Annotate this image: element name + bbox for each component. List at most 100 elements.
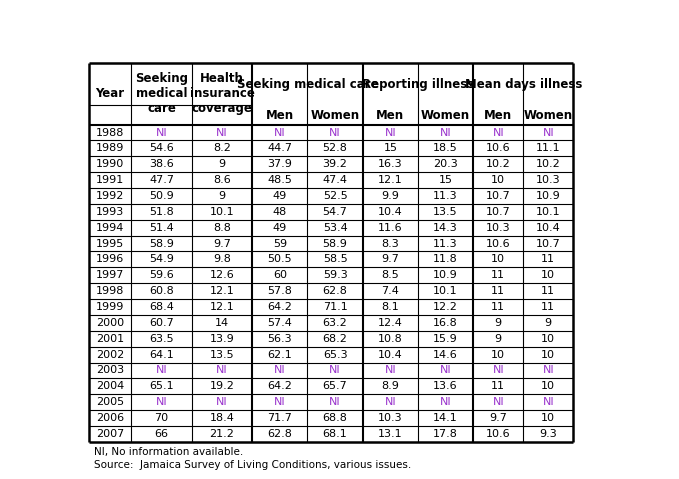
Text: 2001: 2001: [96, 334, 124, 344]
Text: 2005: 2005: [96, 397, 124, 407]
Text: 10.3: 10.3: [378, 413, 403, 423]
Text: Health
insurance
coverage: Health insurance coverage: [189, 72, 255, 115]
Text: Source:  Jamaica Survey of Living Conditions, various issues.: Source: Jamaica Survey of Living Conditi…: [94, 460, 411, 470]
Text: NI: NI: [216, 365, 227, 376]
Text: 11: 11: [491, 286, 505, 296]
Text: 15.9: 15.9: [433, 334, 458, 344]
Text: 13.5: 13.5: [433, 207, 458, 217]
Text: NI: NI: [384, 365, 396, 376]
Text: 49: 49: [273, 223, 287, 233]
Text: 13.9: 13.9: [210, 334, 234, 344]
Text: 11: 11: [541, 302, 555, 312]
Text: 10: 10: [491, 175, 505, 185]
Text: 54.6: 54.6: [149, 143, 174, 153]
Text: 65.7: 65.7: [323, 381, 348, 391]
Text: NI: NI: [274, 365, 286, 376]
Text: 53.4: 53.4: [323, 223, 348, 233]
Text: NI: NI: [440, 397, 452, 407]
Text: 8.3: 8.3: [382, 239, 399, 249]
Text: 11: 11: [491, 381, 505, 391]
Text: 11: 11: [491, 302, 505, 312]
Text: 60: 60: [273, 270, 287, 280]
Text: NI: NI: [543, 365, 554, 376]
Text: 1990: 1990: [96, 159, 124, 169]
Text: 2000: 2000: [96, 318, 124, 328]
Text: 10.4: 10.4: [536, 223, 561, 233]
Text: 11.3: 11.3: [433, 239, 458, 249]
Text: NI: NI: [440, 127, 452, 137]
Text: 14.6: 14.6: [433, 350, 458, 360]
Text: 18.4: 18.4: [210, 413, 234, 423]
Text: 9.7: 9.7: [213, 239, 231, 249]
Text: 51.4: 51.4: [149, 223, 174, 233]
Text: 10.1: 10.1: [433, 286, 458, 296]
Text: 11.6: 11.6: [378, 223, 403, 233]
Text: 10: 10: [541, 270, 555, 280]
Text: 16.3: 16.3: [378, 159, 403, 169]
Text: 9.8: 9.8: [213, 254, 231, 264]
Text: Seeking medical care: Seeking medical care: [237, 78, 378, 91]
Text: NI: NI: [543, 127, 554, 137]
Text: 8.9: 8.9: [382, 381, 399, 391]
Text: Men: Men: [376, 109, 405, 122]
Text: 14.3: 14.3: [433, 223, 458, 233]
Text: 13.1: 13.1: [378, 429, 403, 439]
Text: NI: NI: [329, 365, 341, 376]
Text: 65.3: 65.3: [323, 350, 348, 360]
Text: 2002: 2002: [96, 350, 124, 360]
Text: NI: NI: [155, 397, 167, 407]
Text: 38.6: 38.6: [149, 159, 174, 169]
Text: 12.6: 12.6: [210, 270, 234, 280]
Text: 1989: 1989: [96, 143, 124, 153]
Text: 1996: 1996: [96, 254, 124, 264]
Text: NI: NI: [384, 127, 396, 137]
Text: 11: 11: [541, 254, 555, 264]
Text: 1998: 1998: [96, 286, 124, 296]
Text: 37.9: 37.9: [268, 159, 292, 169]
Text: Reporting illness: Reporting illness: [362, 78, 474, 91]
Text: 9: 9: [219, 191, 225, 201]
Text: 10.6: 10.6: [486, 429, 511, 439]
Text: 11: 11: [491, 270, 505, 280]
Text: 10: 10: [541, 381, 555, 391]
Text: 68.4: 68.4: [149, 302, 174, 312]
Text: 10.3: 10.3: [536, 175, 561, 185]
Text: 59.3: 59.3: [323, 270, 348, 280]
Text: 12.2: 12.2: [433, 302, 458, 312]
Text: NI: NI: [384, 397, 396, 407]
Text: 62.8: 62.8: [268, 429, 292, 439]
Text: 9: 9: [495, 318, 502, 328]
Text: 58.9: 58.9: [323, 239, 348, 249]
Text: 63.2: 63.2: [323, 318, 348, 328]
Text: 52.8: 52.8: [323, 143, 348, 153]
Text: 64.2: 64.2: [268, 381, 292, 391]
Text: 9.7: 9.7: [382, 254, 399, 264]
Text: 66: 66: [154, 429, 168, 439]
Text: 10: 10: [491, 350, 505, 360]
Text: NI: NI: [155, 365, 167, 376]
Text: 71.7: 71.7: [268, 413, 292, 423]
Text: 10.8: 10.8: [378, 334, 403, 344]
Text: NI: NI: [492, 127, 504, 137]
Text: 48.5: 48.5: [268, 175, 292, 185]
Text: NI: NI: [155, 127, 167, 137]
Text: 57.8: 57.8: [268, 286, 292, 296]
Text: 71.1: 71.1: [323, 302, 348, 312]
Text: 50.5: 50.5: [268, 254, 292, 264]
Text: 10.2: 10.2: [486, 159, 511, 169]
Text: 1997: 1997: [96, 270, 124, 280]
Text: 1991: 1991: [96, 175, 124, 185]
Text: Women: Women: [310, 109, 360, 122]
Text: Women: Women: [421, 109, 470, 122]
Text: 52.5: 52.5: [323, 191, 348, 201]
Text: 11.8: 11.8: [433, 254, 458, 264]
Text: 10: 10: [541, 334, 555, 344]
Text: 10.9: 10.9: [433, 270, 458, 280]
Text: Seeking
medical
care: Seeking medical care: [135, 72, 188, 115]
Text: NI: NI: [329, 397, 341, 407]
Text: 11: 11: [541, 286, 555, 296]
Text: 19.2: 19.2: [210, 381, 234, 391]
Text: 9: 9: [495, 334, 502, 344]
Text: 9: 9: [219, 159, 225, 169]
Text: 10.4: 10.4: [378, 207, 403, 217]
